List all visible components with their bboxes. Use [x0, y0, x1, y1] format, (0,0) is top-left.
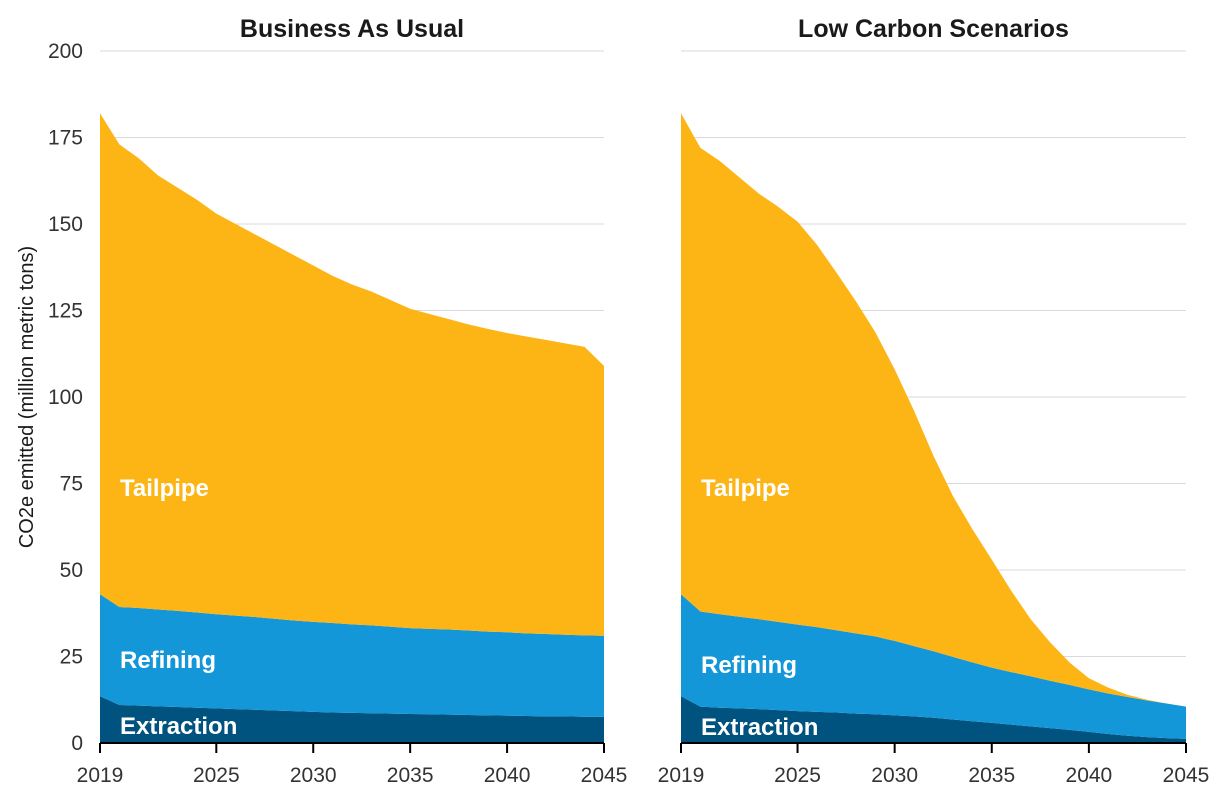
- area-label-refining: Refining: [701, 652, 797, 679]
- area-extraction: [100, 696, 604, 743]
- x-tick-label: 2025: [774, 764, 821, 787]
- y-tick-label: 175: [48, 127, 83, 150]
- area-tailpipe: [100, 113, 604, 636]
- y-tick-label: 125: [48, 300, 83, 323]
- area-label-extraction: Extraction: [120, 713, 237, 740]
- area-label-extraction: Extraction: [701, 714, 818, 741]
- y-tick-label: 100: [48, 386, 83, 409]
- y-tick-label: 25: [60, 646, 83, 669]
- x-tick-label: 2045: [1163, 764, 1210, 787]
- x-tick-label: 2030: [871, 764, 918, 787]
- y-tick-label: 75: [60, 473, 83, 496]
- y-tick-label: 50: [60, 559, 83, 582]
- panel-title: Low Carbon Scenarios: [798, 15, 1069, 43]
- area-tailpipe: [681, 113, 1186, 707]
- x-tick-label: 2019: [77, 764, 124, 787]
- area-refining: [100, 594, 604, 717]
- y-tick-label: 150: [48, 213, 83, 236]
- x-tick-label: 2045: [581, 764, 628, 787]
- x-tick-label: 2040: [1066, 764, 1113, 787]
- x-tick-label: 2025: [193, 764, 240, 787]
- area-label-refining: Refining: [120, 647, 216, 674]
- x-tick-label: 2035: [968, 764, 1015, 787]
- panel-low-carbon: Tailpipe Refining Extraction 2019 2025 2030 20…: [658, 15, 1210, 787]
- x-tick-label: 2040: [484, 764, 531, 787]
- area-refining: [681, 594, 1186, 739]
- x-tick-label: 2019: [658, 764, 705, 787]
- x-tick-label: 2030: [290, 764, 337, 787]
- area-label-tailpipe: Tailpipe: [120, 475, 209, 502]
- x-tick-label: 2035: [387, 764, 434, 787]
- y-tick-label: 200: [48, 40, 83, 63]
- panel-title: Business As Usual: [240, 15, 464, 43]
- area-label-tailpipe: Tailpipe: [701, 475, 790, 502]
- panel-business-as-usual: Tailpipe Refining Extraction 2019 2025 2030 20…: [77, 15, 628, 787]
- y-tick-label: 0: [71, 732, 83, 755]
- y-axis-label: CO2e emitted (million metric tons): [16, 246, 38, 548]
- area-extraction: [681, 696, 1186, 743]
